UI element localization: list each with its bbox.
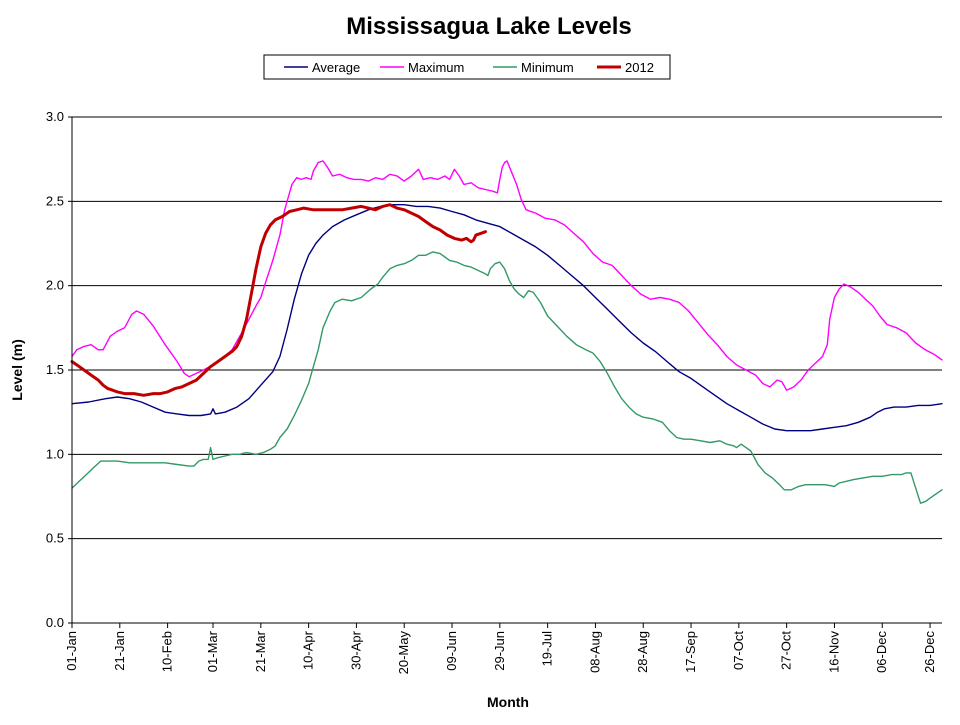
x-tick-label: 01-Jan	[64, 631, 79, 671]
legend-label-2012: 2012	[625, 60, 654, 75]
legend-label-minimum: Minimum	[521, 60, 574, 75]
x-tick-label: 09-Jun	[444, 631, 459, 671]
x-tick-label: 20-May	[396, 631, 411, 675]
x-tick-label: 26-Dec	[922, 631, 937, 673]
x-tick-label: 19-Jul	[540, 631, 555, 667]
x-tick-label: 30-Apr	[348, 630, 363, 670]
legend-label-maximum: Maximum	[408, 60, 464, 75]
x-tick-labels: 01-Jan 21-Jan 10-Feb 01-Mar 21-Mar 10-Apr 30-A…	[64, 630, 937, 674]
x-tick-label: 28-Aug	[635, 631, 650, 673]
x-tick-label: 17-Sep	[683, 631, 698, 673]
legend: Average Maximum Minimum 2012	[263, 54, 671, 80]
axes	[68, 116, 942, 628]
x-tick-label: 21-Mar	[253, 630, 268, 672]
y-tick-label: 1.5	[46, 362, 64, 377]
x-tick-label: 07-Oct	[731, 631, 746, 670]
x-tick-label: 08-Aug	[587, 631, 602, 673]
y-tick-label: 1.0	[46, 446, 64, 461]
series-line-2012	[70, 203, 487, 397]
x-tick-label: 10-Apr	[301, 630, 316, 670]
x-tick-label: 10-Feb	[160, 631, 175, 672]
y-tick-label: 3.0	[46, 109, 64, 124]
legend-label-average: Average	[312, 60, 360, 75]
series-line-minimum	[71, 251, 943, 504]
y-tick-label: 0.5	[46, 531, 64, 546]
x-tick-label: 21-Jan	[112, 631, 127, 671]
x-tick-label: 29-Jun	[492, 631, 507, 671]
y-tick-label: 0.0	[46, 615, 64, 630]
gridlines	[72, 116, 942, 540]
chart-title: Mississagua Lake Levels	[346, 13, 632, 40]
y-tick-label: 2.5	[46, 193, 64, 208]
y-axis-title: Level (m)	[9, 339, 25, 400]
y-tick-label: 2.0	[46, 278, 64, 293]
x-tick-label: 06-Dec	[874, 631, 889, 673]
series-layer	[70, 160, 943, 504]
y-tick-labels: 0.0 0.5 1.0 1.5 2.0 2.5 3.0	[46, 109, 64, 630]
x-tick-label: 01-Mar	[205, 630, 220, 672]
series-line-average	[71, 204, 943, 432]
x-axis-title: Month	[487, 694, 529, 710]
x-tick-label: 16-Nov	[826, 631, 841, 673]
x-tick-label: 27-Oct	[779, 631, 794, 670]
